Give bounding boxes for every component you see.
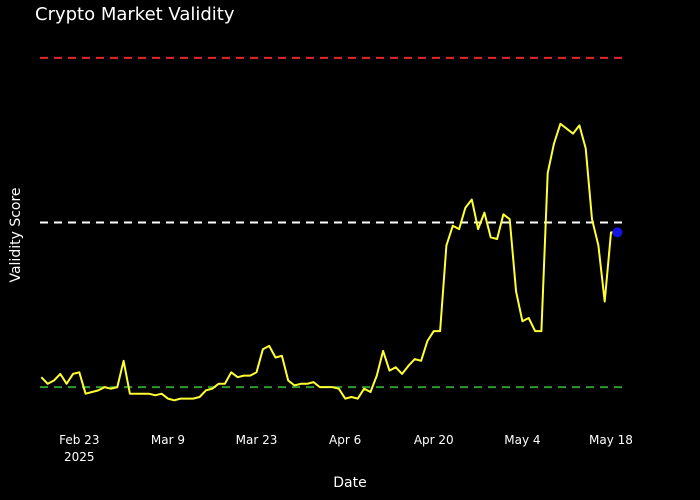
x-tick-label: Mar 9 [151, 433, 185, 447]
x-tick-label: Apr 6 [329, 433, 361, 447]
x-tick-label: May 18 [589, 433, 633, 447]
x-tick-label: May 4 [504, 433, 540, 447]
x-tick-label: Apr 20 [414, 433, 454, 447]
x-tick-label: Feb 23 [59, 433, 99, 447]
highlight-layer [612, 227, 623, 238]
chart-title: Crypto Market Validity [35, 4, 235, 25]
x-axis-ticks: Feb 23 2025 Mar 9 Mar 23 Apr 6 Apr 20 May 4 May… [59, 433, 633, 464]
latest-point-marker [612, 227, 623, 238]
x-tick-label: Mar 23 [236, 433, 278, 447]
x-axis-title: Date [333, 475, 366, 491]
x-tick-sublabel: 2025 [64, 450, 95, 464]
plot-area [40, 56, 625, 402]
series-line-0 [40, 122, 618, 402]
y-axis-title: Validity Score [8, 187, 24, 282]
reference-lines [40, 56, 625, 389]
series-layer [40, 122, 618, 402]
